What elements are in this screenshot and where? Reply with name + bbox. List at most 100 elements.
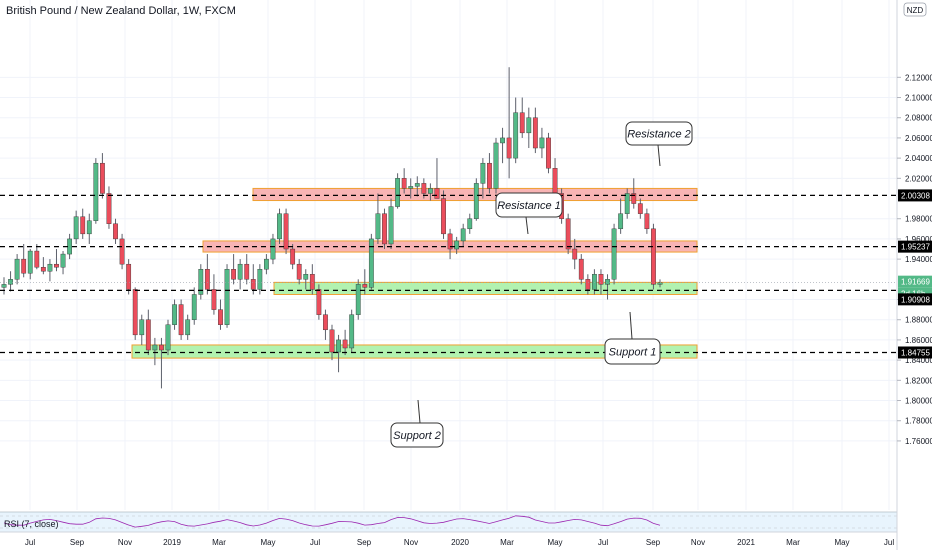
tag-resistance-1: 1.95237 (898, 240, 932, 253)
time-label: Sep (70, 538, 85, 547)
price-tick-label: 1.80000 (905, 397, 932, 406)
candle-body (14, 258, 20, 280)
candle (54, 249, 59, 272)
candle-body (8, 279, 13, 285)
time-label: Jul (598, 538, 608, 547)
candle-body (447, 233, 453, 250)
candle (218, 299, 223, 330)
candle (388, 198, 394, 250)
price-tick-label: 2.12000 (905, 73, 932, 82)
tag-support-1-label: 1.90908 (901, 295, 930, 304)
candle-body (296, 263, 302, 280)
candle-body (434, 188, 440, 199)
time-axis[interactable]: Jul Sep Nov 2019 Mar May Jul Sep Nov 2020 Mar May Ju… (0, 531, 897, 547)
candle-body (329, 329, 335, 353)
candle (21, 243, 27, 278)
candle-body (500, 137, 505, 144)
candle-body (172, 304, 177, 325)
candle (532, 107, 538, 154)
candle-body (362, 284, 368, 288)
candle (375, 193, 381, 244)
candle-body (578, 258, 584, 280)
candle (368, 233, 374, 290)
candle (34, 243, 40, 270)
candle-body (611, 228, 617, 280)
candle-body (159, 344, 164, 351)
candle (611, 223, 617, 285)
candle-body (152, 344, 158, 351)
candle (165, 319, 171, 356)
candle-body (441, 198, 446, 235)
candle (113, 218, 118, 244)
grid (0, 0, 897, 510)
candle (8, 271, 13, 292)
candle (47, 259, 53, 282)
candle (526, 107, 532, 149)
candle (178, 299, 184, 340)
candle (257, 264, 263, 295)
candle (99, 153, 105, 199)
candle (467, 213, 473, 234)
callout-support-1-box (604, 338, 661, 365)
time-label: Sep (357, 538, 372, 547)
candle-body (368, 238, 374, 288)
candle (159, 337, 164, 389)
candle-body (487, 162, 492, 189)
symbol-title[interactable]: British Pound / New Zealand Dollar, 1W, … (6, 5, 236, 17)
candle-body (355, 284, 361, 315)
callout-resistance-2-label: Resistance 2 (627, 129, 691, 141)
candle (395, 173, 400, 209)
candle-body (80, 216, 86, 235)
currency-badge-box (903, 2, 927, 17)
candle-body (244, 263, 250, 280)
callout-resistance-1-box (495, 192, 563, 218)
candle (355, 279, 361, 320)
candle (644, 208, 650, 234)
candle (303, 269, 309, 290)
candle-body (624, 193, 630, 214)
time-label: Nov (404, 538, 418, 547)
candle (316, 284, 322, 320)
candle-body (99, 162, 105, 194)
candle-body (119, 238, 125, 265)
time-label: May (547, 538, 562, 547)
callout-support-1-label: Support 1 (609, 347, 657, 359)
candle-body (40, 267, 46, 272)
candle-body (290, 248, 296, 265)
candle-body (270, 238, 276, 260)
candle-body (552, 168, 558, 194)
candle (408, 178, 414, 199)
candle-body (605, 279, 610, 285)
candle-body (618, 213, 624, 230)
candle-body (283, 213, 289, 250)
candle (519, 97, 525, 138)
candle (224, 264, 230, 328)
candle (270, 233, 276, 265)
candle-body (565, 218, 571, 250)
candle (80, 208, 86, 239)
candle (126, 259, 132, 295)
candle-body (585, 279, 591, 290)
candle (119, 233, 125, 270)
tag-support-2-label: 1.84755 (901, 348, 930, 357)
price-tick-label: 1.94000 (905, 255, 932, 264)
time-label: Jul (25, 538, 35, 547)
candle-body (309, 274, 315, 290)
candle-body (178, 304, 184, 336)
price-tick-label: 1.98000 (905, 215, 932, 224)
candle (513, 97, 519, 164)
tag-current-price-box (898, 275, 932, 288)
candle-body (539, 137, 545, 149)
tag-current-price: 1.91669 (898, 275, 932, 288)
callout-resistance-2-box (625, 121, 693, 146)
price-tick-label: 1.78000 (905, 417, 932, 426)
price-tick-label: 1.88000 (905, 316, 932, 325)
price-axis[interactable]: NZD 2.12000 2.10000 2.08000 2.06000 2.04000 2.… (896, 0, 932, 550)
candle-body (237, 263, 243, 280)
candle (145, 309, 151, 356)
callout-support-2: Support 2 (390, 399, 444, 448)
tag-resistance-2: 2.00308 (898, 189, 932, 202)
candle (618, 198, 624, 234)
